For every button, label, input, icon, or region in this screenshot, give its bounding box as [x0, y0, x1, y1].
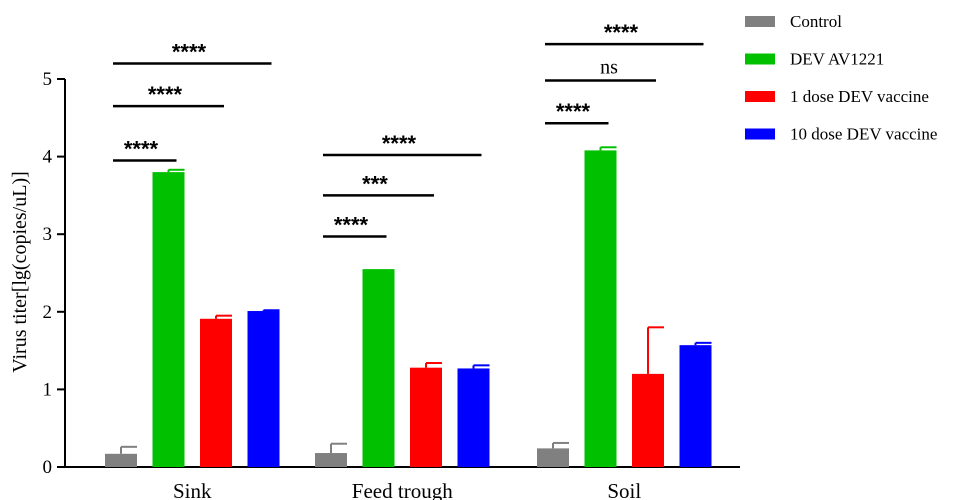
significance-label: **** [334, 213, 369, 238]
bar [247, 311, 280, 467]
legend-swatch [745, 16, 775, 27]
x-category-label: Sink [173, 479, 212, 500]
bar [457, 368, 490, 467]
bar [537, 448, 569, 467]
significance-label: **** [172, 39, 207, 64]
x-category-label: Feed trough [352, 479, 453, 500]
legend-swatch [745, 128, 775, 140]
legend-label: 1 dose DEV vaccine [790, 87, 929, 106]
bar [362, 269, 395, 467]
legend-swatch [745, 53, 775, 65]
significance-label: **** [382, 131, 417, 156]
legend-label: Control [790, 12, 842, 31]
y-axis-title: Virus titer[lg(copies/uL)] [9, 171, 31, 373]
legend-swatch [745, 91, 775, 102]
bar [584, 150, 617, 467]
legend-label: DEV AV1221 [790, 50, 884, 69]
legend-label: 10 dose DEV vaccine [790, 125, 937, 144]
x-category-label: Soil [607, 479, 641, 500]
bar [410, 367, 442, 467]
bar [632, 373, 664, 467]
significance-label: ns [600, 57, 618, 79]
significance-label: **** [604, 20, 639, 45]
bar [105, 453, 137, 467]
bar [315, 453, 347, 467]
bar [152, 172, 185, 467]
y-tick-label: 4 [43, 147, 53, 168]
bar [200, 318, 232, 467]
y-tick-label: 2 [43, 302, 53, 323]
significance-label: **** [556, 99, 591, 124]
bar [679, 345, 712, 467]
y-tick-label: 1 [43, 379, 53, 400]
y-tick-label: 5 [43, 69, 53, 90]
y-tick-label: 0 [43, 457, 53, 478]
y-tick-label: 3 [43, 224, 53, 245]
significance-label: **** [148, 82, 183, 107]
significance-label: *** [362, 171, 388, 196]
significance-label: **** [124, 136, 159, 161]
